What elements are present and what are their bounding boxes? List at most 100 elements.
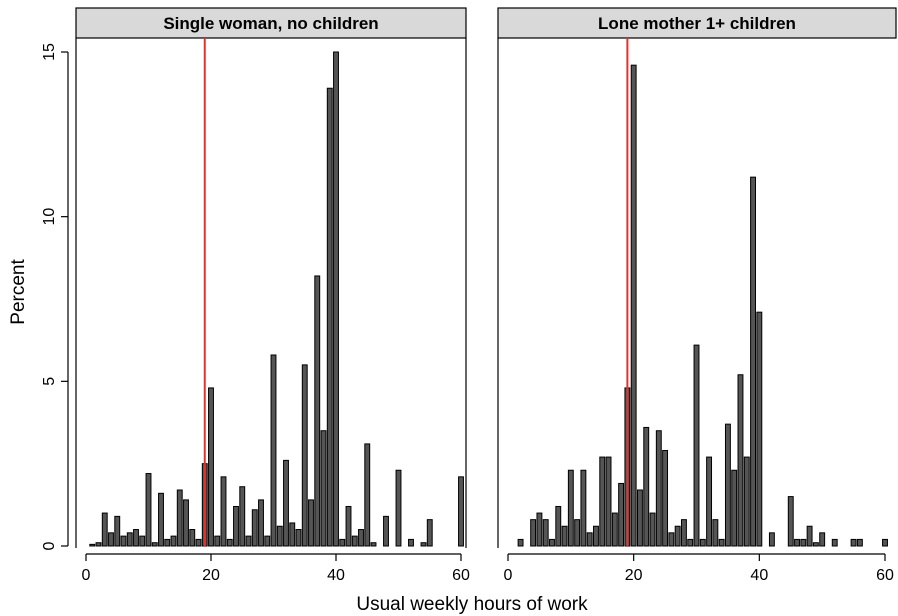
bar-37h — [737, 374, 744, 547]
bar-37h — [314, 275, 321, 547]
bar-33h — [712, 519, 719, 547]
bar-33h — [289, 522, 296, 547]
bar-4h — [530, 519, 537, 547]
bar-21h — [214, 535, 221, 547]
bar-16h — [605, 456, 612, 547]
bar-45h — [787, 496, 794, 547]
bar-24h — [233, 505, 239, 547]
bar-22h — [220, 476, 227, 547]
bar-4h — [108, 532, 114, 547]
bar-13h — [586, 532, 593, 547]
bar-2h — [95, 542, 102, 547]
x-axis-title: Usual weekly hours of work — [356, 594, 588, 615]
bar-3h — [101, 512, 108, 547]
bar-6h — [542, 519, 549, 547]
bar-14h — [170, 535, 177, 547]
bar-7h — [126, 532, 133, 547]
y-tick-label: 10 — [41, 208, 58, 226]
bar-40h — [756, 311, 763, 547]
bar-36h — [308, 499, 314, 547]
strip-header-single-woman — [75, 7, 467, 39]
bar-42h — [345, 505, 352, 547]
bar-26h — [245, 535, 252, 547]
bar-5h — [536, 512, 543, 547]
x-tick-label: 60 — [876, 567, 894, 584]
bar-39h — [326, 87, 333, 547]
bar-39h — [750, 176, 756, 547]
bar-10h — [145, 473, 152, 547]
bar-47h — [800, 538, 807, 547]
bar-9h — [561, 525, 568, 547]
bar-28h — [258, 499, 264, 547]
bar-43h — [351, 535, 358, 547]
x-tick-label: 0 — [82, 567, 91, 584]
bar-46h — [370, 542, 377, 547]
bar-32h — [706, 456, 713, 547]
bar-17h — [189, 529, 196, 547]
bar-46h — [794, 538, 800, 547]
bar-22h — [643, 426, 650, 547]
strip-header-lone-mother — [497, 7, 897, 39]
bar-23h — [649, 512, 656, 547]
bar-9h — [139, 535, 146, 547]
panel-lone-mother: 0 20 40 60 — [504, 38, 894, 584]
bar-32h — [283, 459, 289, 547]
bar-24h — [655, 430, 662, 547]
bar-10h — [567, 469, 574, 547]
bar-42h — [768, 532, 775, 547]
bar-52h — [408, 538, 414, 547]
bar-5h — [114, 515, 121, 547]
x-tick-label: 60 — [452, 567, 470, 584]
bar-34h — [295, 529, 302, 547]
bar-18h — [195, 538, 202, 547]
bar-13h — [164, 538, 171, 547]
panel-title-lone-mother: Lone mother 1+ children — [598, 14, 796, 33]
bar-48h — [806, 525, 813, 547]
bar-38h — [320, 430, 327, 547]
bar-35h — [301, 364, 308, 547]
bar-25h — [662, 449, 669, 547]
bar-60h — [458, 476, 464, 547]
bar-12h — [158, 492, 164, 547]
bar-38h — [743, 456, 750, 547]
bar-30h — [270, 354, 277, 547]
x-tick-label: 40 — [750, 567, 768, 584]
bar-29h — [264, 535, 271, 547]
bar-15h — [599, 456, 606, 547]
bar-27h — [251, 509, 258, 547]
bar-17h — [611, 512, 618, 547]
bar-1h — [89, 543, 96, 547]
bar-56h — [856, 538, 863, 547]
bar-23h — [226, 538, 233, 547]
bar-30h — [693, 344, 700, 547]
bar-12h — [580, 469, 587, 547]
y-axis-title: Percent — [8, 259, 29, 325]
bar-25h — [239, 486, 246, 547]
x-tick-label: 20 — [625, 567, 643, 584]
bar-41h — [339, 538, 346, 547]
bar-7h — [549, 538, 555, 547]
y-tick-label: 15 — [41, 43, 58, 61]
bar-60h — [882, 538, 888, 547]
bar-50h — [819, 532, 826, 547]
bar-31h — [699, 538, 706, 547]
bar-20h — [208, 387, 214, 547]
bar-11h — [574, 519, 581, 547]
bar-6h — [120, 535, 127, 547]
bar-20h — [630, 64, 637, 547]
bar-16h — [183, 499, 189, 547]
bar-18h — [618, 482, 625, 547]
bar-26h — [668, 532, 675, 547]
bar-34h — [718, 538, 725, 547]
x-tick-label: 0 — [504, 567, 513, 584]
x-tick-label: 20 — [202, 567, 220, 584]
bar-45h — [364, 443, 371, 547]
bar-29h — [687, 538, 694, 547]
bar-2h — [517, 538, 524, 547]
bar-50h — [395, 469, 402, 547]
bar-36h — [731, 469, 738, 547]
y-tick-label: 0 — [41, 541, 58, 550]
bar-52h — [831, 538, 838, 547]
bar-44h — [358, 529, 364, 547]
bar-28h — [680, 519, 687, 547]
